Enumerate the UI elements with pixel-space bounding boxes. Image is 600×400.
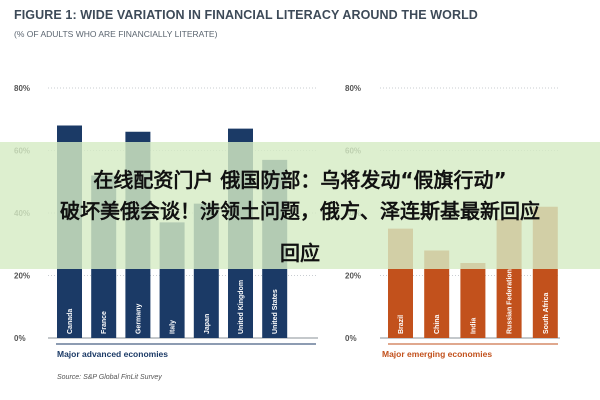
x-tick-label: United Kingdom (238, 280, 245, 334)
figure-subtitle: (% OF ADULTS WHO ARE FINANCIALLY LITERAT… (14, 29, 218, 39)
overlay-banner: 在线配资门户 俄国防部：乌将发动“假旗行动” 破坏美俄会谈！涉领土问题，俄方、泽… (0, 142, 600, 269)
x-tick-label: United States (272, 289, 279, 334)
x-tick-label: Germany (135, 304, 142, 334)
y-tick-label: 80% (345, 84, 361, 93)
x-tick-label: Japan (204, 314, 211, 334)
x-tick-label: Brazil (398, 315, 405, 334)
x-tick-label: South Africa (543, 293, 550, 334)
x-tick-label: Italy (170, 320, 177, 334)
x-tick-label: China (434, 314, 441, 334)
emerging-economies-label: Major emerging economies (382, 349, 493, 359)
y-tick-label: 0% (14, 334, 26, 343)
bar-india (460, 263, 486, 338)
figure-title: FIGURE 1: WIDE VARIATION IN FINANCIAL LI… (14, 8, 478, 22)
x-tick-label: France (101, 311, 108, 334)
overlay-line-1: 在线配资门户 俄国防部：乌将发动“假旗行动” (93, 168, 507, 192)
y-tick-label: 80% (14, 84, 30, 93)
x-tick-label: Canada (67, 309, 74, 334)
y-tick-label: 20% (14, 272, 30, 281)
overlay-line-2: 破坏美俄会谈！涉领土问题，俄方、泽连斯基最新回应 (60, 199, 540, 223)
y-tick-label: 0% (345, 334, 357, 343)
x-tick-label: Russian Federation (507, 269, 514, 334)
advanced-economies-label: Major advanced economies (57, 349, 169, 359)
x-tick-label: India (470, 318, 477, 334)
overlay-line-3: 回应 (280, 241, 320, 265)
y-tick-label: 20% (345, 272, 361, 281)
source-note: Source: S&P Global FinLit Survey (57, 374, 162, 381)
